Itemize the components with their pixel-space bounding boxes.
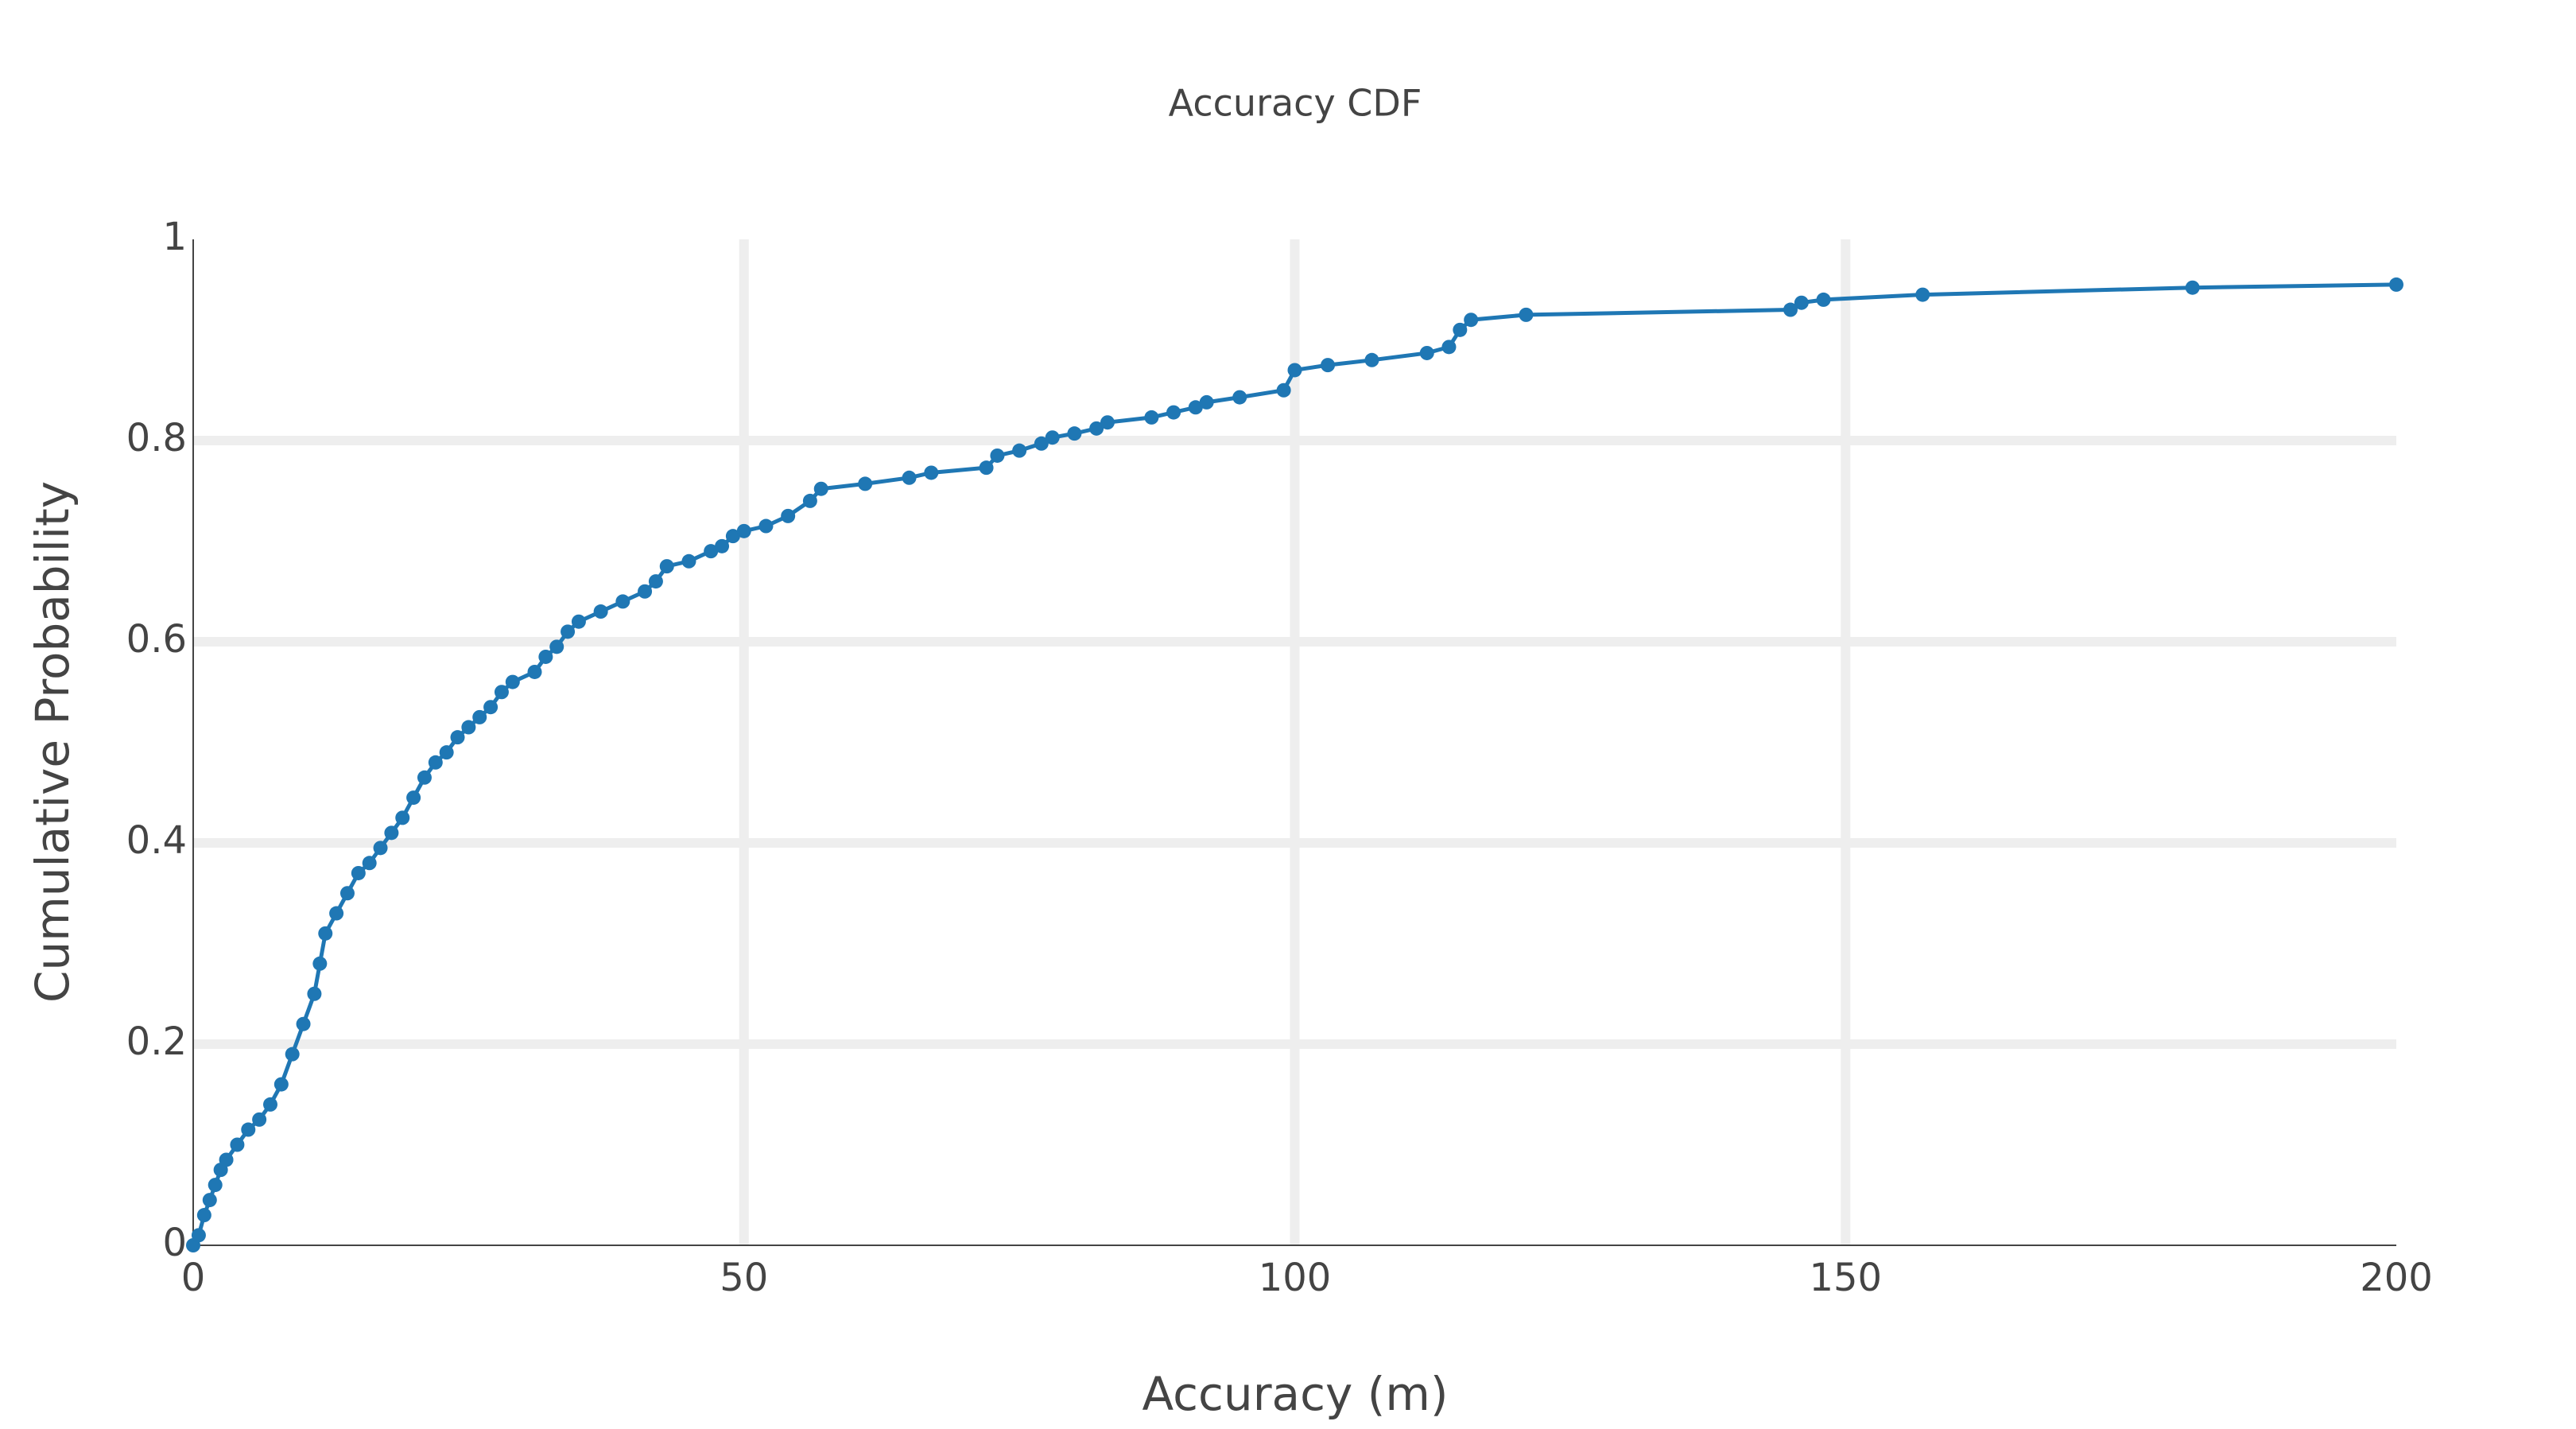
data-point <box>318 926 333 941</box>
data-point <box>758 518 774 534</box>
data-point <box>781 508 796 523</box>
data-point <box>483 700 499 715</box>
data-point <box>2185 280 2200 295</box>
data-point <box>1287 363 1302 378</box>
y-tick-label: 0.8 <box>126 416 187 460</box>
data-point <box>1034 436 1049 451</box>
data-point <box>312 956 328 971</box>
data-point <box>384 825 399 841</box>
data-point <box>648 574 663 589</box>
data-point <box>593 604 608 619</box>
data-point <box>2389 277 2403 292</box>
data-point <box>1321 358 1336 373</box>
data-point <box>1045 430 1060 445</box>
data-point <box>802 493 817 508</box>
data-point <box>1012 443 1027 458</box>
chart-title: Accuracy CDF <box>1169 82 1422 125</box>
data-point <box>395 810 410 825</box>
data-point <box>715 538 730 553</box>
data-point <box>329 906 344 921</box>
data-point <box>725 529 740 544</box>
data-point <box>252 1112 267 1127</box>
data-point <box>230 1137 245 1152</box>
data-point <box>1794 295 1809 310</box>
y-tick-label: 0 <box>162 1221 187 1265</box>
data-point <box>196 1208 211 1223</box>
data-point <box>1166 405 1181 420</box>
data-point <box>1188 400 1203 415</box>
data-point <box>339 886 355 901</box>
y-tick-label: 0.2 <box>126 1019 187 1064</box>
data-point <box>736 523 751 538</box>
x-tick-label: 200 <box>2360 1256 2433 1300</box>
data-point <box>1419 345 1434 360</box>
data-point <box>571 614 586 629</box>
data-point <box>1199 394 1214 410</box>
data-point <box>1067 426 1082 441</box>
data-point <box>1783 302 1798 317</box>
data-point <box>538 649 553 664</box>
data-point <box>191 1228 206 1243</box>
data-point <box>858 476 873 491</box>
data-point <box>527 664 542 679</box>
data-point <box>241 1122 256 1137</box>
data-point <box>472 709 487 724</box>
x-axis-title: Accuracy (m) <box>1143 1367 1449 1421</box>
data-point <box>296 1016 311 1031</box>
x-tick-label: 100 <box>1259 1256 1332 1300</box>
data-point <box>902 470 917 485</box>
y-tick-label: 0.6 <box>126 617 187 662</box>
data-point <box>494 685 509 700</box>
data-point <box>274 1077 289 1092</box>
y-tick-label: 1 <box>162 215 187 259</box>
data-point <box>1100 415 1115 430</box>
data-point <box>1464 313 1479 328</box>
x-tick-label: 150 <box>1809 1256 1882 1300</box>
data-point <box>450 730 465 745</box>
data-point <box>704 544 719 559</box>
data-point <box>351 865 366 880</box>
data-point <box>417 770 432 785</box>
data-point <box>561 624 576 639</box>
data-point <box>1089 421 1104 436</box>
data-point <box>979 460 994 476</box>
data-point <box>362 856 377 871</box>
data-point <box>1276 382 1291 398</box>
data-point <box>202 1193 217 1208</box>
data-point <box>1364 352 1379 367</box>
data-point <box>505 674 520 689</box>
data-point <box>924 465 939 480</box>
y-axis-title: Cumulative Probability <box>25 481 80 1003</box>
data-point <box>1441 340 1457 355</box>
data-point <box>208 1178 223 1193</box>
data-point <box>1915 287 1930 302</box>
data-point <box>1816 292 1831 307</box>
data-point <box>219 1152 234 1167</box>
data-point <box>406 790 421 806</box>
data-point <box>307 986 322 1001</box>
data-point <box>262 1097 277 1112</box>
data-point <box>615 594 630 609</box>
y-tick-label: 0.4 <box>126 818 187 863</box>
data-point <box>439 745 454 760</box>
data-point <box>659 559 674 574</box>
data-point <box>638 584 653 599</box>
data-point <box>549 639 564 654</box>
data-point <box>285 1047 300 1062</box>
data-point <box>1519 307 1534 322</box>
data-point <box>1232 390 1247 405</box>
data-point <box>373 841 388 856</box>
data-point <box>813 481 828 496</box>
x-tick-label: 50 <box>720 1256 768 1300</box>
data-point <box>1144 410 1159 425</box>
x-tick-label: 0 <box>181 1256 206 1300</box>
data-point <box>428 755 443 770</box>
data-point <box>461 720 476 735</box>
data-point <box>681 553 696 569</box>
data-point <box>1453 322 1468 337</box>
data-point <box>990 448 1005 463</box>
